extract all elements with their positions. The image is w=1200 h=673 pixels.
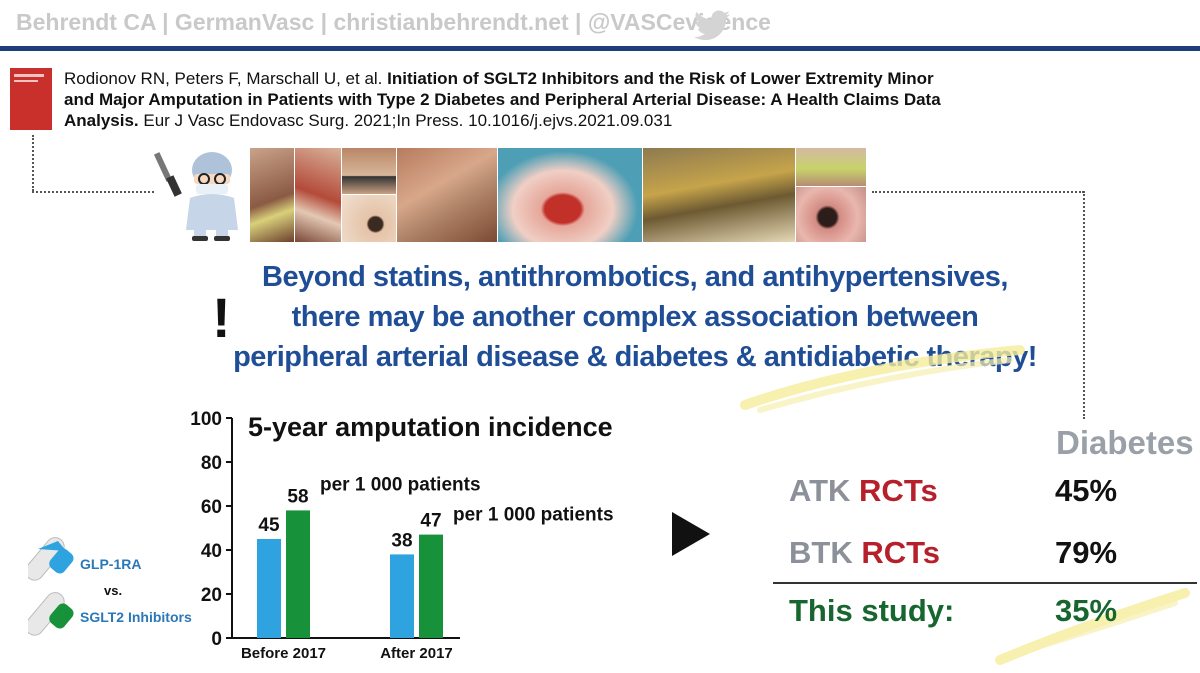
wound-photo-3 <box>342 148 396 194</box>
wound-photo-9 <box>796 187 866 242</box>
sglt2-pill-icon <box>28 592 74 636</box>
bar-value-label: 47 <box>420 511 441 532</box>
row-atk-label-b: RCTs <box>859 473 938 508</box>
connector-right-horizontal <box>872 191 1084 193</box>
bar <box>419 534 443 638</box>
highlight-stroke-1 <box>740 345 1025 413</box>
citation-authors: Rodionov RN, Peters F, Marschall U, et a… <box>64 69 388 88</box>
wound-photo-7 <box>643 148 795 242</box>
row-btk-label-a: BTK <box>789 535 853 570</box>
bar <box>390 554 414 638</box>
highlight-stroke-2 <box>995 588 1190 665</box>
wound-photo-8 <box>796 148 866 186</box>
exclamation-mark: ! <box>212 286 231 349</box>
headline-line-1: Beyond statins, antithrombotics, and ant… <box>262 261 1008 293</box>
row-btk-label: BTK RCTs <box>789 535 940 571</box>
citation-title: Initiation of SGLT2 Inhibitors and the R… <box>64 69 941 130</box>
bar <box>286 510 310 638</box>
bar <box>257 539 281 638</box>
y-tick-label: 60 <box>201 497 222 518</box>
header-divider <box>0 46 1200 51</box>
headline-line-2: there may be another complex association… <box>291 301 979 333</box>
glp-label: GLP-1RA <box>80 556 142 572</box>
y-tick-label: 40 <box>201 541 222 562</box>
table-divider <box>773 582 1197 584</box>
row-btk-label-b: RCTs <box>861 535 940 570</box>
y-tick-label: 0 <box>211 629 222 650</box>
row-atk-label: ATK RCTs <box>789 473 938 509</box>
journal-cover-image <box>10 68 52 130</box>
sglt2-label: SGLT2 Inhibitors <box>80 609 192 625</box>
wound-photo-4 <box>342 195 396 242</box>
wound-photo-5 <box>397 148 497 242</box>
y-tick-label: 80 <box>201 453 222 474</box>
y-tick-label: 20 <box>201 585 222 606</box>
row-study-value: 35% <box>1055 593 1118 628</box>
surgeon-cartoon-icon <box>153 152 238 241</box>
bar-value-label: 58 <box>287 486 308 507</box>
row-study-label: This study: <box>789 593 955 628</box>
wound-photo-2 <box>295 148 341 242</box>
bar-value-label: 38 <box>391 530 412 551</box>
row-atk-label-a: ATK <box>789 473 851 508</box>
connector-left-horizontal <box>32 191 154 193</box>
play-arrow-icon <box>672 512 710 556</box>
twitter-bird-icon <box>693 10 730 40</box>
column-header-diabetes: Diabetes <box>1056 424 1194 461</box>
citation-source: Eur J Vasc Endovasc Surg. 2021;In Press.… <box>138 111 673 130</box>
bar-unit-label: per 1 000 patients <box>320 474 481 495</box>
connector-left-vertical <box>32 135 34 191</box>
bar-unit-label: per 1 000 patients <box>453 505 614 526</box>
row-btk-value: 79% <box>1055 535 1118 570</box>
row-atk-value: 45% <box>1055 473 1118 508</box>
bar-chart: 0 20 40 60 80 100 45 58 per 1 000 patients Before… <box>190 409 614 662</box>
wound-photo-1 <box>250 148 294 242</box>
header-bar <box>0 0 1200 46</box>
header-text: Behrendt CA | GermanVasc | christianbehr… <box>16 9 771 35</box>
citation: Rodionov RN, Peters F, Marschall U, et a… <box>64 68 964 131</box>
glp-pill-icon <box>28 537 74 581</box>
connector-right-vertical <box>1083 191 1085 419</box>
category-label: Before 2017 <box>241 645 326 662</box>
legend-vs: vs. <box>104 583 123 598</box>
category-label: After 2017 <box>380 645 453 662</box>
wound-photo-6 <box>498 148 642 242</box>
y-tick-label: 100 <box>190 409 222 430</box>
chart-title: 5-year amputation incidence <box>248 412 613 442</box>
bar-value-label: 45 <box>258 515 280 536</box>
